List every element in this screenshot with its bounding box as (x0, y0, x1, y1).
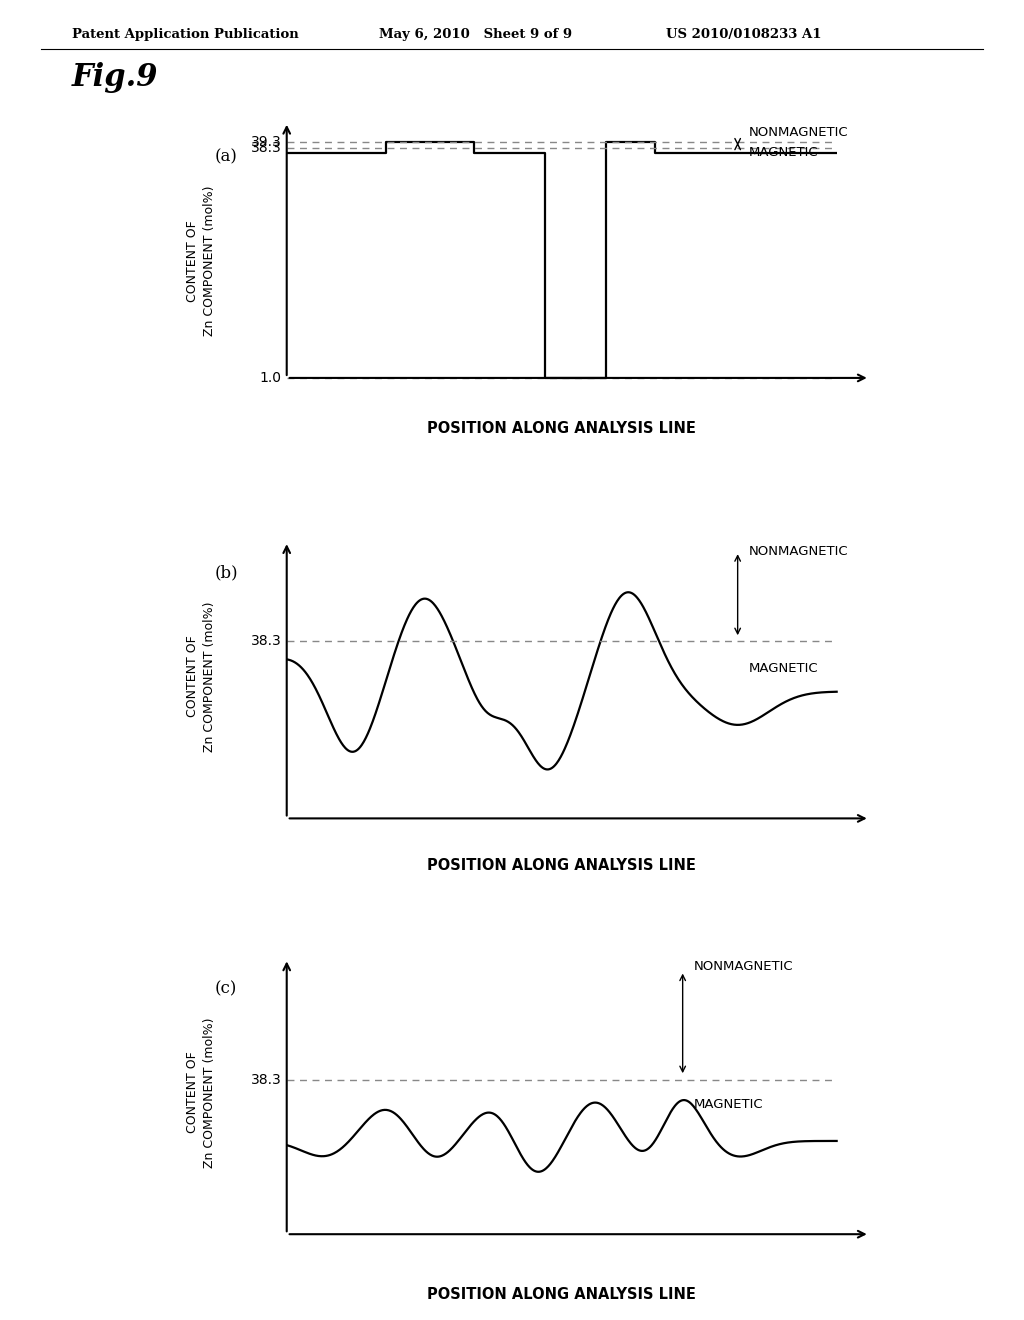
Text: NONMAGNETIC: NONMAGNETIC (749, 545, 848, 558)
Text: US 2010/0108233 A1: US 2010/0108233 A1 (666, 29, 821, 41)
Text: Fig.9: Fig.9 (72, 62, 158, 92)
Text: POSITION ALONG ANALYSIS LINE: POSITION ALONG ANALYSIS LINE (427, 421, 696, 436)
Text: Patent Application Publication: Patent Application Publication (72, 29, 298, 41)
Text: CONTENT OF
Zn COMPONENT (mol%): CONTENT OF Zn COMPONENT (mol%) (185, 185, 216, 337)
Text: POSITION ALONG ANALYSIS LINE: POSITION ALONG ANALYSIS LINE (427, 858, 696, 874)
Text: (b): (b) (215, 564, 239, 581)
Text: (c): (c) (215, 979, 238, 997)
Text: CONTENT OF
Zn COMPONENT (mol%): CONTENT OF Zn COMPONENT (mol%) (185, 601, 216, 752)
Text: 38.3: 38.3 (251, 635, 282, 648)
Text: CONTENT OF
Zn COMPONENT (mol%): CONTENT OF Zn COMPONENT (mol%) (185, 1016, 216, 1168)
Text: 39.3: 39.3 (251, 135, 282, 149)
Text: MAGNETIC: MAGNETIC (693, 1098, 763, 1111)
Text: May 6, 2010   Sheet 9 of 9: May 6, 2010 Sheet 9 of 9 (379, 29, 572, 41)
Text: POSITION ALONG ANALYSIS LINE: POSITION ALONG ANALYSIS LINE (427, 1287, 696, 1302)
Text: NONMAGNETIC: NONMAGNETIC (749, 125, 848, 139)
Text: NONMAGNETIC: NONMAGNETIC (693, 960, 794, 973)
Text: MAGNETIC: MAGNETIC (749, 147, 818, 160)
Text: 38.3: 38.3 (251, 1073, 282, 1088)
Text: MAGNETIC: MAGNETIC (749, 661, 818, 675)
Text: 38.3: 38.3 (251, 141, 282, 154)
Text: 1.0: 1.0 (259, 371, 282, 385)
Text: (a): (a) (215, 148, 238, 165)
